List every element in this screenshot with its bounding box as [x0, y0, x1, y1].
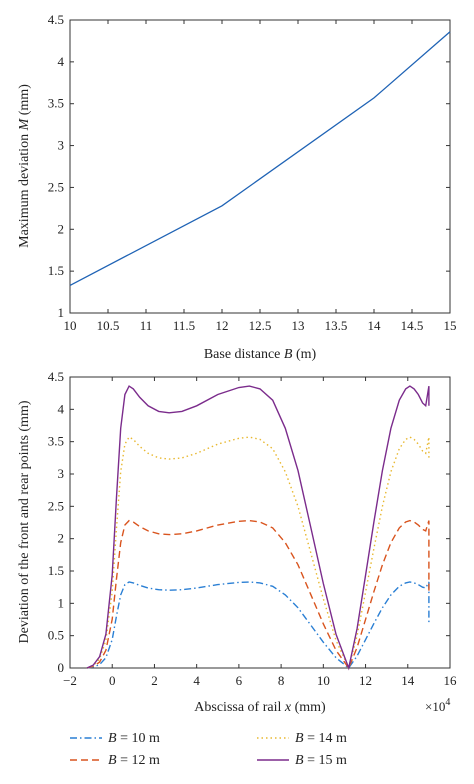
x-tick-label: 14 [368, 318, 382, 333]
x-tick-label: −2 [63, 673, 77, 688]
chart2-plot-frame [69, 376, 451, 669]
chart2-series-line-15m [86, 385, 430, 671]
legend-label: B = 12 m [108, 753, 160, 768]
x-tick-label: 11.5 [173, 318, 195, 333]
y-tick-label: 4.5 [48, 12, 64, 27]
x-tick-label: 13 [292, 318, 305, 333]
x-tick-label: 14.5 [401, 318, 424, 333]
chart1-plot-frame [69, 19, 451, 314]
chart1-x-ticks: 10 10.5 11 11.5 12 12.5 13 13.5 14 14.5 15 [64, 20, 457, 333]
chart2-x-ticks: −2 0 2 4 6 8 10 12 14 16 [63, 377, 457, 688]
x-tick-label: 10.5 [97, 318, 120, 333]
x-tick-label: 10 [64, 318, 77, 333]
y-tick-label: 0 [58, 660, 65, 675]
y-tick-label: 1 [58, 305, 65, 320]
x-tick-label: 12.5 [249, 318, 272, 333]
chart2-legend: B = 10 m B = 12 m B = 14 m B = 15 m [70, 731, 347, 768]
y-tick-label: 2.5 [48, 498, 64, 513]
x-tick-label: 12 [216, 318, 229, 333]
chart1-y-axis-label: Maximum deviation M (mm) [17, 84, 32, 248]
y-tick-label: 2.5 [48, 179, 64, 194]
y-tick-label: 3.5 [48, 96, 64, 111]
y-tick-label: 3.5 [48, 434, 64, 449]
y-tick-label: 4.5 [48, 369, 64, 384]
chart1-y-ticks: 1 1.5 2 2.5 3 3.5 4 4.5 [48, 12, 450, 320]
x-tick-label: 6 [236, 673, 243, 688]
x-tick-label: 4 [193, 673, 200, 688]
chart2-y-axis-label: Deviation of the front and rear points (… [17, 400, 32, 643]
chart1-x-axis-label: Base distance B (m) [204, 347, 317, 362]
chart2-x-axis-label: Abscissa of rail x (mm) [194, 700, 326, 715]
chart1-series-line [69, 31, 451, 286]
chart2-y-ticks: 0 0.5 1 1.5 2 2.5 3 3.5 4 4.5 [48, 369, 450, 675]
x-tick-label: 0 [109, 673, 116, 688]
x-tick-label: 16 [444, 673, 458, 688]
chart-max-deviation: 10 10.5 11 11.5 12 12.5 13 13.5 14 14.5 15 11.522.… [17, 12, 457, 362]
y-tick-label: 2 [58, 531, 65, 546]
chart-front-rear-deviation: −2 0 2 4 6 8 10 12 14 16 00.511.522.533.544.5 Abs… [17, 369, 457, 715]
x-tick-label: 10 [317, 673, 330, 688]
x-tick-label: 14 [401, 673, 415, 688]
x-tick-label: 13.5 [325, 318, 348, 333]
x-tick-label: 12 [359, 673, 372, 688]
y-tick-label: 2 [58, 221, 65, 236]
x-tick-label: 15 [444, 318, 457, 333]
y-tick-label: 1.5 [48, 563, 64, 578]
y-tick-label: 4 [58, 401, 65, 416]
chart2-series-line-12m [86, 519, 430, 670]
x-tick-label: 11 [140, 318, 153, 333]
chart2-series-line-10m [86, 581, 430, 670]
y-tick-label: 1.5 [48, 263, 64, 278]
x-tick-label: 2 [151, 673, 158, 688]
legend-label: B = 14 m [295, 731, 347, 746]
y-tick-label: 4 [58, 54, 65, 69]
chart2-series [86, 385, 430, 671]
chart2-series-line-14m [86, 436, 430, 671]
legend-label: B = 15 m [295, 753, 347, 768]
y-tick-label: 3 [58, 138, 65, 153]
y-tick-label: 1 [58, 595, 65, 610]
legend-label: B = 10 m [108, 731, 160, 746]
y-tick-label: 0.5 [48, 628, 64, 643]
chart1-series [69, 31, 451, 286]
y-tick-label: 3 [58, 466, 65, 481]
x-tick-label: 8 [278, 673, 285, 688]
chart2-x-multiplier: ×104 [425, 697, 450, 714]
